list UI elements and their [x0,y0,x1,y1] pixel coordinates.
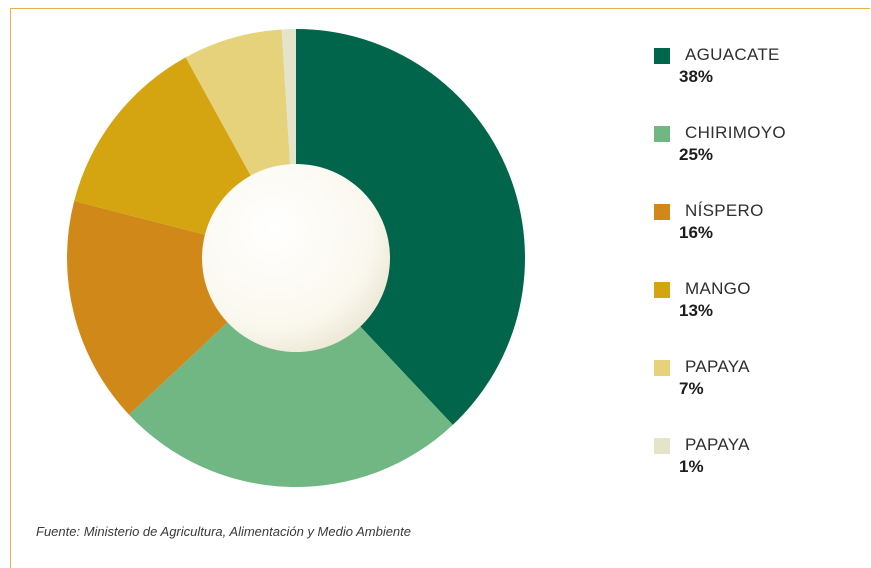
legend-value: 25% [679,145,714,164]
legend-item: AGUACATE 38% [654,45,864,123]
legend-value: 7% [679,379,704,398]
legend-item: PAPAYA 1% [654,435,864,513]
donut-chart [66,29,525,488]
legend-label: CHIRIMOYO [685,123,786,142]
legend-item: MANGO 13% [654,279,864,357]
legend-swatch [654,360,670,376]
legend-item: PAPAYA 7% [654,357,864,435]
legend-label: PAPAYA [685,357,750,376]
legend-label: PAPAYA [685,435,750,454]
legend-value: 38% [679,67,714,86]
legend-value: 1% [679,457,704,476]
legend-item: CHIRIMOYO 25% [654,123,864,201]
legend-item: NÍSPERO 16% [654,201,864,279]
legend-label: AGUACATE [685,45,780,64]
slice-1 [296,29,525,425]
legend-swatch [654,438,670,454]
source-note: Fuente: Ministerio de Agricultura, Alime… [36,524,412,539]
chart-frame [10,8,870,568]
legend-swatch [654,282,670,298]
legend-value: 13% [679,301,714,320]
legend-swatch [654,126,670,142]
legend-swatch [654,204,670,220]
legend: AGUACATE 38% CHIRIMOYO 25% NÍSPERO 16% MANGO 13… [654,45,864,513]
slice-2 [129,258,453,488]
legend-label: NÍSPERO [685,201,764,220]
legend-label: MANGO [685,279,751,298]
legend-value: 16% [679,223,714,242]
donut-center [202,164,390,352]
legend-swatch [654,48,670,64]
